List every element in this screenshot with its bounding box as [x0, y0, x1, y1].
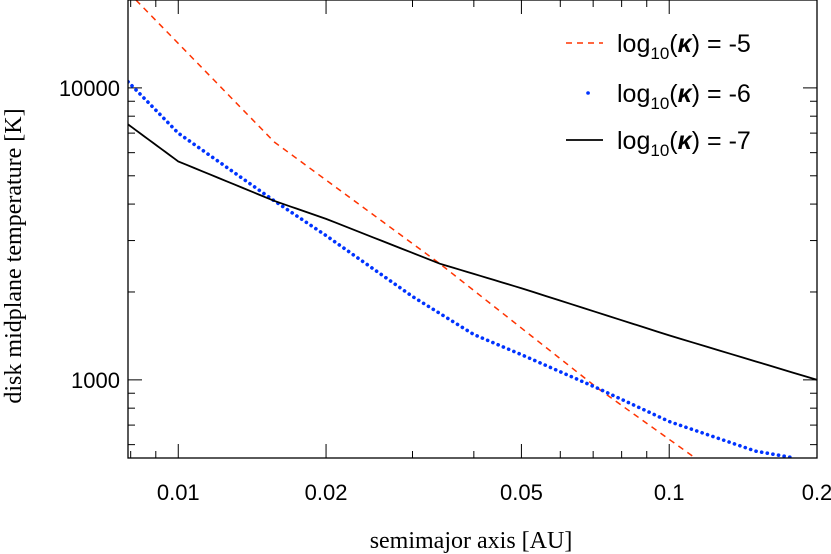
tick-marks — [128, 0, 818, 458]
x-tick-label: 0.2 — [802, 480, 831, 505]
plot-frame — [127, 0, 818, 459]
legend-label-2: log10(κ) = -6 — [617, 80, 751, 113]
x-tick-label: 0.01 — [157, 480, 200, 505]
x-tick-label: 0.1 — [654, 480, 685, 505]
x-axis-label: semimajor axis [AU] — [370, 528, 573, 554]
x-tick-label: 0.05 — [500, 480, 543, 505]
y-axis-label: disk midplane temperature [K] — [1, 108, 27, 403]
series-line-2 — [128, 79, 797, 458]
series-layer — [128, 0, 817, 458]
legend: log10(κ) = -5 log10(κ) = -6 log10(κ) = -7 — [566, 30, 751, 160]
x-tick-label: 0.02 — [305, 480, 348, 505]
legend-label-3: log10(κ) = -7 — [617, 127, 751, 160]
series-line-1 — [135, 0, 696, 458]
y-tick-label: 10000 — [59, 76, 120, 101]
legend-label-1: log10(κ) = -5 — [617, 30, 751, 63]
y-tick-label: 1000 — [71, 368, 120, 393]
tick-labels: 0.01 0.02 0.05 0.1 0.2 1000 10000 — [59, 76, 831, 505]
series-line-3 — [128, 123, 817, 381]
